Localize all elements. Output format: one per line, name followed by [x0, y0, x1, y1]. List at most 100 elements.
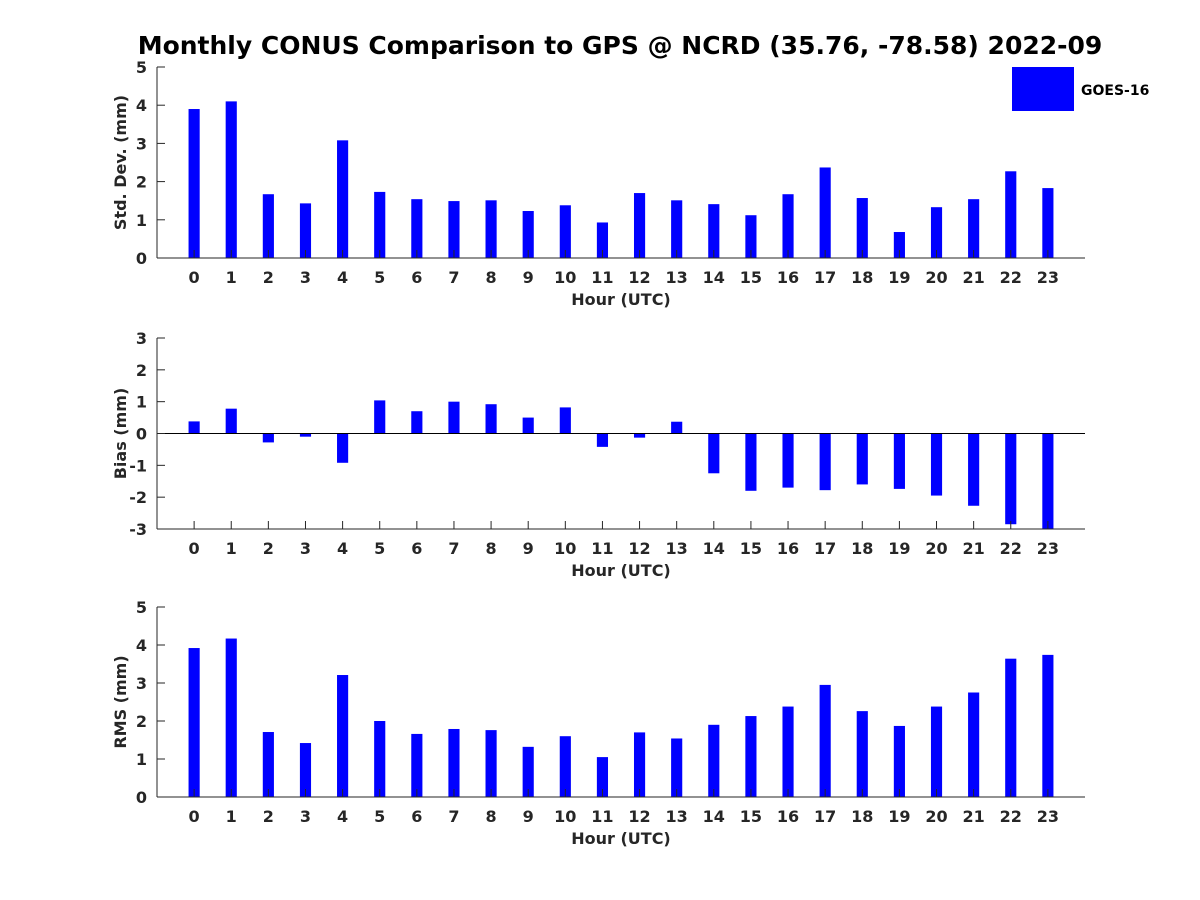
x-tick-label-bias-21: 21 [963, 539, 985, 558]
x-tick-label-stddev-9: 9 [523, 268, 534, 287]
x-tick-label-bias-18: 18 [851, 539, 873, 558]
bar-rms-hour-5 [374, 721, 386, 797]
bar-stddev-hour-11 [596, 222, 609, 258]
y-tick-label-rms-0: 0 [136, 788, 147, 807]
x-tick-label-rms-21: 21 [963, 807, 985, 826]
bar-stddev-hour-16 [782, 194, 794, 258]
bar-bias-hour-12 [633, 433, 646, 438]
x-tick-label-stddev-13: 13 [666, 268, 688, 287]
bar-bias-hour-9 [522, 417, 534, 434]
x-tick-label-rms-18: 18 [851, 807, 873, 826]
bar-rms-hour-19 [893, 725, 905, 797]
x-tick-label-bias-15: 15 [740, 539, 762, 558]
x-tick-label-stddev-11: 11 [591, 268, 613, 287]
x-tick-label-stddev-21: 21 [963, 268, 985, 287]
x-tick-label-stddev-3: 3 [300, 268, 311, 287]
x-tick-label-rms-5: 5 [374, 807, 385, 826]
bar-stddev-hour-13 [671, 200, 683, 258]
x-tick-label-stddev-18: 18 [851, 268, 873, 287]
x-tick-label-bias-10: 10 [554, 539, 576, 558]
x-tick-label-bias-19: 19 [888, 539, 910, 558]
x-tick-label-rms-14: 14 [703, 807, 725, 826]
x-tick-label-stddev-5: 5 [374, 268, 385, 287]
bar-rms-hour-14 [708, 724, 720, 797]
x-tick-label-stddev-17: 17 [814, 268, 836, 287]
bar-bias-hour-23 [1042, 433, 1054, 529]
x-tick-label-bias-3: 3 [300, 539, 311, 558]
y-tick-label-stddev-5: 5 [136, 58, 147, 77]
y-tick-label-stddev-2: 2 [136, 173, 147, 192]
bar-bias-hour-17 [819, 433, 831, 491]
bar-bias-hour-11 [596, 433, 609, 447]
x-tick-label-rms-15: 15 [740, 807, 762, 826]
bar-bias-hour-21 [968, 433, 980, 506]
bar-rms-hour-15 [745, 716, 757, 797]
bar-bias-hour-13 [671, 421, 683, 434]
x-tick-label-bias-23: 23 [1037, 539, 1059, 558]
bar-stddev-hour-7 [448, 201, 460, 258]
bar-rms-hour-17 [819, 684, 831, 797]
x-tick-label-stddev-12: 12 [628, 268, 650, 287]
x-tick-label-rms-22: 22 [1000, 807, 1022, 826]
bar-stddev-hour-3 [299, 203, 312, 258]
x-tick-label-stddev-7: 7 [448, 268, 459, 287]
bar-stddev-hour-23 [1042, 188, 1054, 258]
x-tick-label-rms-9: 9 [523, 807, 534, 826]
bar-stddev-hour-2 [262, 194, 274, 258]
x-tick-label-stddev-1: 1 [226, 268, 237, 287]
x-tick-label-bias-7: 7 [448, 539, 459, 558]
x-tick-label-stddev-10: 10 [554, 268, 576, 287]
legend: GOES-16 [1012, 67, 1149, 111]
bar-stddev-hour-15 [745, 215, 757, 258]
bar-bias-hour-22 [1005, 433, 1017, 525]
x-tick-label-rms-3: 3 [300, 807, 311, 826]
x-tick-label-bias-9: 9 [523, 539, 534, 558]
x-tick-label-stddev-8: 8 [486, 268, 497, 287]
x-tick-label-rms-7: 7 [448, 807, 459, 826]
x-tick-label-rms-12: 12 [628, 807, 650, 826]
bar-rms-hour-4 [337, 675, 349, 797]
x-tick-label-rms-8: 8 [486, 807, 497, 826]
y-tick-label-bias-6: 3 [136, 329, 147, 348]
x-tick-label-stddev-14: 14 [703, 268, 725, 287]
x-tick-label-stddev-19: 19 [888, 268, 910, 287]
x-tick-label-bias-12: 12 [628, 539, 650, 558]
x-tick-label-rms-20: 20 [925, 807, 947, 826]
bar-stddev-hour-1 [225, 101, 237, 258]
bar-stddev-hour-18 [856, 198, 868, 258]
x-tick-label-rms-0: 0 [189, 807, 200, 826]
bar-bias-hour-5 [374, 400, 386, 434]
bar-bias-hour-19 [893, 433, 905, 489]
bar-stddev-hour-20 [930, 207, 943, 258]
bar-rms-hour-20 [930, 706, 943, 797]
x-tick-label-rms-10: 10 [554, 807, 576, 826]
chart-title: Monthly CONUS Comparison to GPS @ NCRD (… [138, 31, 1103, 60]
bar-rms-hour-8 [485, 730, 497, 797]
bar-bias-hour-15 [745, 433, 757, 491]
legend-label: GOES-16 [1081, 83, 1149, 99]
bar-stddev-hour-17 [819, 167, 831, 258]
bar-stddev-hour-12 [633, 193, 646, 258]
bar-rms-hour-9 [522, 746, 534, 797]
y-tick-label-rms-3: 3 [136, 674, 147, 693]
bar-bias-hour-4 [337, 433, 349, 463]
bar-bias-hour-10 [559, 407, 571, 434]
x-tick-label-bias-6: 6 [411, 539, 422, 558]
x-tick-label-stddev-22: 22 [1000, 268, 1022, 287]
bar-rms-hour-11 [596, 757, 609, 797]
y-axis-label-stddev: Std. Dev. (mm) [111, 95, 130, 230]
bar-stddev-hour-0 [188, 109, 200, 259]
x-tick-label-stddev-6: 6 [411, 268, 422, 287]
bar-rms-hour-22 [1005, 658, 1017, 797]
x-tick-label-rms-17: 17 [814, 807, 836, 826]
bar-stddev-hour-8 [485, 200, 497, 258]
bar-bias-hour-18 [856, 433, 868, 485]
bar-bias-hour-6 [411, 411, 423, 434]
bar-rms-hour-21 [968, 692, 980, 797]
bar-bias-hour-7 [448, 401, 460, 434]
y-tick-label-stddev-0: 0 [136, 249, 147, 268]
bar-stddev-hour-22 [1005, 171, 1017, 258]
bar-bias-hour-20 [930, 433, 943, 496]
